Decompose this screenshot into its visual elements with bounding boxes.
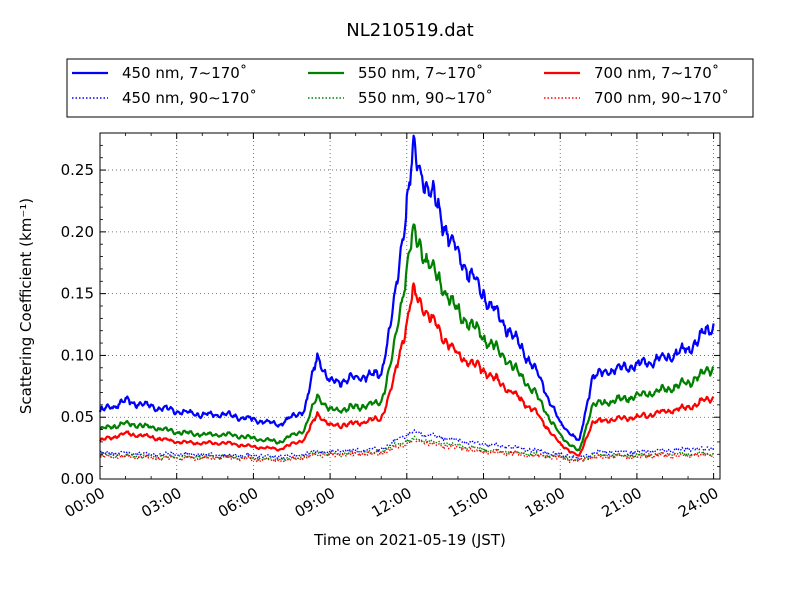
legend-label-1: 450 nm, 90∼170˚: [122, 89, 257, 107]
series-line-2: [99, 223, 715, 452]
y-tick-label: 0.25: [61, 161, 94, 179]
ticks: [99, 133, 720, 480]
y-tick-label: 0.10: [61, 346, 94, 364]
series-layer: [98, 134, 715, 464]
y-tick-labels: 0.00 0.05 0.10 0.15 0.20 0.25: [61, 161, 94, 488]
legend: 450 nm, 7∼170˚ 550 nm, 7∼170˚ 700 nm, 7∼17…: [66, 58, 754, 118]
y-tick-label: 0.15: [61, 285, 94, 303]
legend-label-5: 700 nm, 90∼170˚: [594, 89, 729, 107]
series-line-5: [99, 438, 715, 464]
y-tick-label: 0.00: [61, 470, 94, 488]
y-axis-label: Scattering Coefficient (km⁻¹): [17, 198, 35, 414]
series-line-1: [99, 429, 715, 460]
legend-label-4: 700 nm, 7∼170˚: [594, 64, 719, 82]
y-tick-label: 0.05: [61, 408, 94, 426]
series-line-3: [99, 435, 715, 463]
series-line-0: [98, 134, 715, 441]
y-tick-label: 0.20: [61, 223, 94, 241]
legend-label-0: 450 nm, 7∼170˚: [122, 64, 247, 82]
legend-frame: [66, 58, 754, 118]
series-line-4: [99, 282, 715, 457]
legend-label-3: 550 nm, 90∼170˚: [358, 89, 493, 107]
x-axis-label: Time on 2021-05-19 (JST): [313, 531, 506, 549]
chart-title: NL210519.dat: [346, 20, 473, 41]
legend-label-2: 550 nm, 7∼170˚: [358, 64, 483, 82]
